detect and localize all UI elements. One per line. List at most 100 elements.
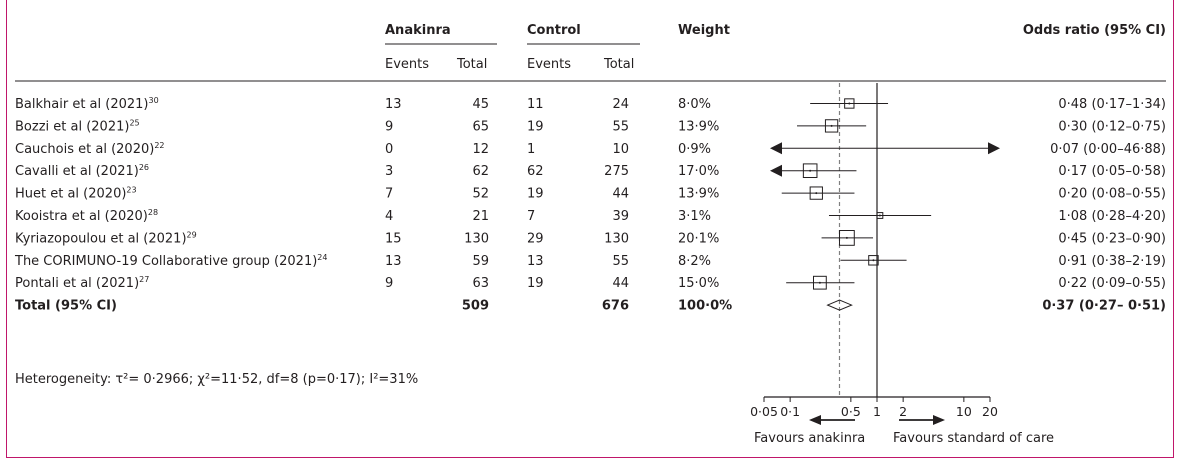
study-weight: 13·9% [678, 187, 719, 202]
control-events: 11 [527, 97, 544, 112]
control-events: 19 [527, 119, 544, 134]
control-total: 44 [612, 276, 629, 291]
study-ci-label: 1·08 (0·28–4·20) [1058, 209, 1166, 224]
study-ci-label: 0·20 (0·08–0·55) [1058, 187, 1166, 202]
study-weight: 3·1% [678, 209, 711, 224]
total-anakinra-total: 509 [462, 299, 489, 314]
study-box [844, 98, 855, 109]
study-weight: 17·0% [678, 164, 719, 179]
control-total: 24 [612, 97, 629, 112]
favours-standard-arrowhead [933, 415, 945, 425]
total-row: Total (95% CI) 509 676 100·0% 0·37 (0·27– 0·… [15, 299, 1166, 314]
anakinra-total: 59 [472, 254, 489, 269]
study-rows: Balkhair et al (2021)30 13 45 11 24 8·0% 0·48 … [14, 96, 1166, 314]
control-total: 55 [612, 254, 629, 269]
anakinra-events: 7 [385, 187, 393, 202]
study-row: Pontali et al (2021)27 9 63 19 44 15·0% 0·22 (… [15, 275, 1166, 291]
favours-standard-label: Favours standard of care [893, 431, 1054, 446]
study-name-label: Kyriazopoulou et al (2021) [15, 231, 187, 246]
control-total: 44 [612, 187, 629, 202]
study-name-label: Bozzi et al (2021) [15, 119, 129, 134]
favours-anakinra-label: Favours anakinra [754, 431, 865, 446]
control-total: 130 [604, 231, 629, 246]
study-ci-label: 0·07 (0·00–46·88) [1050, 142, 1166, 157]
anakinra-total: 130 [464, 231, 489, 246]
study-row: The CORIMUNO-19 Collaborative group (202… [14, 253, 1166, 269]
study-reference: 26 [139, 163, 149, 172]
study-box [809, 186, 823, 200]
study-name: Huet et al (2020)23 [15, 186, 137, 202]
header-control: Control [527, 23, 581, 38]
study-name: Cauchois et al (2020)22 [15, 141, 165, 157]
study-point [809, 169, 812, 172]
control-events: 19 [527, 187, 544, 202]
favours-anakinra-arrowhead [809, 415, 821, 425]
study-box [802, 163, 818, 179]
anakinra-events: 3 [385, 164, 393, 179]
x-tick-label: 2 [899, 404, 907, 419]
study-row: Huet et al (2020)23 7 52 19 44 13·9% 0·20 (0·0… [15, 186, 1166, 202]
control-events: 7 [527, 209, 535, 224]
pooled-diamond [826, 299, 853, 311]
study-name: Kyriazopoulou et al (2021)29 [15, 230, 197, 246]
study-ci-label: 0·91 (0·38–2·19) [1058, 254, 1166, 269]
study-row: Kyriazopoulou et al (2021)29 15 130 29 130 20… [15, 230, 1166, 246]
study-weight: 13·9% [678, 119, 719, 134]
heterogeneity-text: Heterogeneity: τ²= 0·2966; χ²=11·52, df=… [15, 372, 418, 387]
control-events: 19 [527, 276, 544, 291]
study-box [812, 275, 827, 290]
study-weight: 0·9% [678, 142, 711, 157]
study-reference: 30 [149, 96, 159, 105]
study-box [876, 212, 884, 219]
control-events: 13 [527, 254, 544, 269]
x-tick-label: 0·05 [750, 404, 778, 419]
study-weight: 8·0% [678, 97, 711, 112]
header-control-total: Total [603, 57, 634, 72]
study-point [878, 214, 881, 217]
study-name-label: Balkhair et al (2021) [15, 97, 149, 112]
x-tick-label: 10 [956, 404, 972, 419]
header-control-events: Events [527, 57, 571, 72]
anakinra-total: 21 [472, 209, 489, 224]
header-weight: Weight [678, 23, 730, 38]
anakinra-events: 9 [385, 119, 393, 134]
control-events: 1 [527, 142, 535, 157]
header-anakinra-events: Events [385, 57, 429, 72]
header-anakinra-total: Total [456, 57, 487, 72]
study-box [868, 255, 879, 266]
total-label: Total (95% CI) [15, 299, 117, 314]
study-row: Cauchois et al (2020)22 0 12 1 10 0·9% 0·07 (0… [15, 141, 1166, 157]
control-total: 10 [612, 142, 629, 157]
header-anakinra: Anakinra [385, 23, 451, 38]
anakinra-total: 12 [472, 142, 489, 157]
study-name-label: Pontali et al (2021) [15, 276, 139, 291]
anakinra-events: 13 [385, 254, 402, 269]
study-reference: 28 [148, 208, 158, 217]
anakinra-total: 63 [472, 276, 489, 291]
study-name-label: Kooistra et al (2020) [15, 209, 148, 224]
study-ci-label: 0·45 (0·23–0·90) [1058, 231, 1166, 246]
ci-arrow-right [988, 142, 1000, 155]
study-name: Balkhair et al (2021)30 [15, 96, 159, 112]
study-weight: 15·0% [678, 276, 719, 291]
study-name: Kooistra et al (2020)28 [15, 208, 158, 224]
study-name: Cavalli et al (2021)26 [15, 163, 149, 179]
x-tick-label: 0·5 [841, 404, 861, 419]
study-reference: 23 [126, 186, 136, 195]
x-tick-label: 20 [982, 404, 998, 419]
study-reference: 27 [139, 275, 149, 284]
study-point [775, 147, 778, 150]
anakinra-total: 52 [472, 187, 489, 202]
study-name-label: Cauchois et al (2020) [15, 142, 154, 157]
study-row: Balkhair et al (2021)30 13 45 11 24 8·0% 0·48 … [15, 96, 1166, 112]
study-point [848, 102, 851, 105]
study-ci-label: 0·22 (0·09–0·55) [1058, 276, 1166, 291]
figure-frame [6, 0, 1174, 458]
study-point [872, 259, 875, 262]
header-odds-ratio: Odds ratio (95% CI) [1023, 23, 1166, 38]
study-box [824, 119, 839, 133]
study-weight: 8·2% [678, 254, 711, 269]
anakinra-events: 4 [385, 209, 393, 224]
study-reference: 25 [129, 118, 139, 127]
